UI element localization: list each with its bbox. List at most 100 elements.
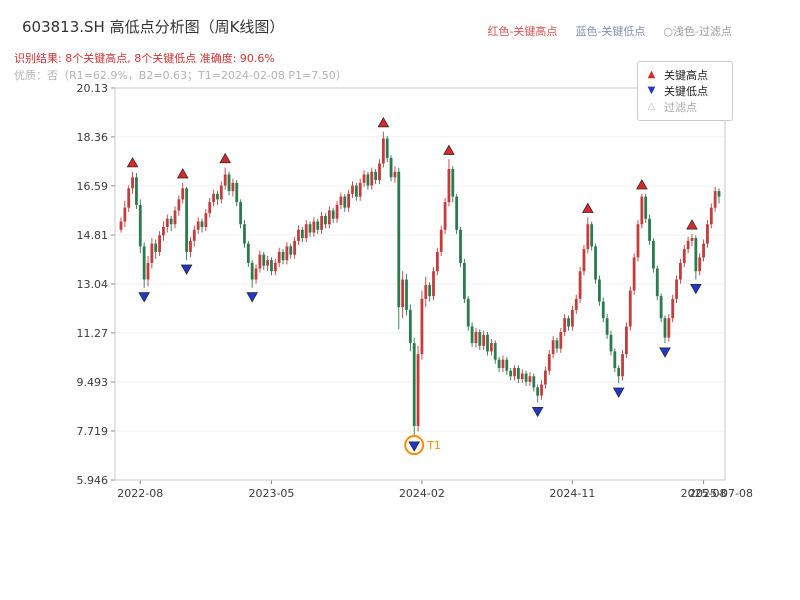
candle-body [636,224,640,258]
candle-body [239,202,242,225]
candle-body [590,224,594,247]
candle-body [131,177,134,189]
key-high-marker [219,152,231,164]
candle-body [339,196,343,205]
candle-body [632,257,636,291]
x-tick-label: 2025-08 [681,487,727,500]
candle-body [555,340,559,349]
candle-body [424,285,428,299]
candle-body [644,196,648,219]
candle-body [235,182,239,203]
y-tick-label: 20.13 [77,82,109,95]
candle-body [543,370,547,385]
candle-body [698,257,702,272]
candle-body [335,204,339,219]
candle-body [162,227,165,236]
candle-body [416,354,420,426]
candle-body [439,229,443,252]
candle-body [312,221,316,233]
candle-body [574,298,578,310]
candle-body [258,254,262,269]
legend-item-label: 关键低点 [664,85,708,98]
candle-body [493,343,497,360]
key-high-marker [636,179,648,190]
legend-item-label: 过滤点 [664,101,697,114]
candle-body [613,351,617,368]
candle-body [393,171,397,178]
y-tick-label: 16.59 [77,180,109,193]
candle-body [451,168,455,197]
candle-body [320,215,324,230]
candle-body [497,359,501,368]
y-tick-label: 18.36 [77,131,109,144]
candle-body [254,268,258,280]
candle-body [354,185,358,197]
candle-body [459,229,462,263]
candle-body [640,196,644,225]
candle-body [200,221,204,228]
candle-body [428,285,432,297]
candle-body [586,224,590,250]
x-tick-label: 2022-08 [117,487,163,500]
candle-body [285,246,289,261]
candle-body [327,210,331,225]
candle-body [532,376,536,388]
candle-body [516,367,520,380]
x-tick-label: 2024-02 [399,487,445,500]
candle-body [250,262,254,280]
candle-body [408,309,412,344]
candle-body [123,207,127,222]
candle-body [486,334,489,352]
candle-body [362,174,366,183]
candle-body [281,251,285,261]
candle-body [405,279,408,310]
candle-body [177,199,181,211]
candle-body [277,251,281,263]
candle-body [154,243,158,252]
candle-body [158,235,161,252]
candle-body [204,213,208,228]
legend-item-label: 关键高点 [664,69,708,82]
candle-body [582,249,586,272]
candle-body [682,249,686,263]
t1-label: T1 [426,439,441,452]
candle-body [659,296,663,319]
candle-body [559,332,563,349]
candle-body [227,174,231,192]
x-tick-label: 2023-05 [248,487,294,500]
y-tick-label: 7.719 [77,425,109,438]
candle-body [551,340,555,355]
key-high-marker [582,202,594,213]
candle-body [289,246,293,255]
candle-body [212,193,215,203]
candle-body [366,174,370,186]
candle-body [702,243,705,258]
candle-body [343,196,347,208]
candle-body [447,168,451,203]
t1-circle [404,435,425,456]
candle-body [489,343,493,352]
candle-body [509,370,513,377]
candle-body [713,191,717,208]
candle-body [605,318,609,335]
legend-item-key-low: ▼ 关键低点 [646,83,724,99]
candle-body [358,182,362,197]
candle-body [617,367,621,377]
candle-body [378,163,381,181]
key-high-marker [377,116,390,128]
candle-body [208,202,212,214]
y-tick-label: 14.81 [77,229,109,242]
legend-box: ▲ 关键高点 ▼ 关键低点 △ 过滤点 [637,61,733,121]
candle-body [652,240,655,269]
candle-body [316,221,320,230]
key-low-marker [659,347,671,358]
candle-body [397,171,401,308]
candle-body [717,191,721,197]
y-tick-label: 13.04 [77,278,109,291]
candle-body [142,246,146,280]
candle-body [628,290,632,327]
candle-body [474,332,478,344]
candle-body [374,171,378,181]
candle-body [304,224,308,239]
